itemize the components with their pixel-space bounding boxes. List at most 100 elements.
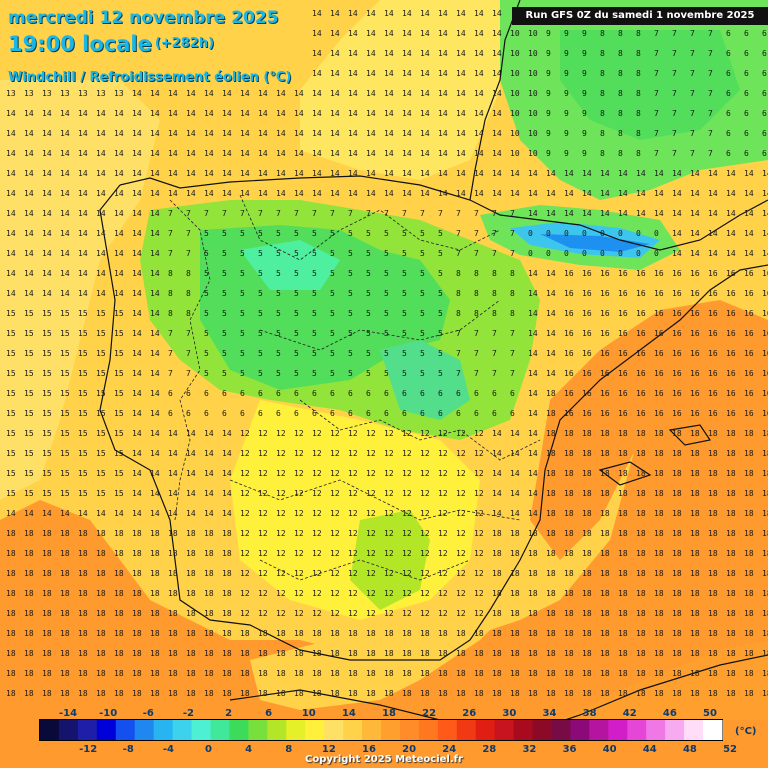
grid-value: 14 <box>42 269 52 278</box>
grid-value: 18 <box>582 429 592 438</box>
grid-value: 14 <box>366 109 376 118</box>
grid-value: 18 <box>726 669 736 678</box>
grid-value: 14 <box>78 289 88 298</box>
grid-value: 14 <box>366 69 376 78</box>
grid-value: 12 <box>384 489 394 498</box>
grid-value: 7 <box>492 369 497 378</box>
grid-value: 14 <box>78 249 88 258</box>
grid-value: 18 <box>654 689 664 698</box>
grid-value: 12 <box>258 569 268 578</box>
grid-value: 14 <box>150 209 160 218</box>
grid-value: 14 <box>276 129 286 138</box>
grid-value: 12 <box>420 609 430 618</box>
grid-value: 7 <box>654 89 659 98</box>
grid-value: 5 <box>366 309 371 318</box>
grid-value: 14 <box>276 169 286 178</box>
grid-value: 14 <box>474 129 484 138</box>
grid-value: 18 <box>582 509 592 518</box>
grid-value: 16 <box>654 389 664 398</box>
grid-value: 18 <box>672 569 682 578</box>
grid-value: 12 <box>276 429 286 438</box>
grid-value: 14 <box>132 269 142 278</box>
grid-value: 5 <box>420 229 425 238</box>
grid-value: 16 <box>690 389 700 398</box>
grid-value: 18 <box>60 609 70 618</box>
grid-value: 14 <box>672 169 682 178</box>
grid-value: 0 <box>564 249 569 258</box>
grid-value: 6 <box>312 409 317 418</box>
grid-value: 16 <box>654 269 664 278</box>
grid-value: 18 <box>690 549 700 558</box>
grid-value: 5 <box>222 329 227 338</box>
grid-value: 18 <box>294 649 304 658</box>
grid-value: 14 <box>438 9 448 18</box>
grid-value: 6 <box>456 389 461 398</box>
grid-value: 18 <box>690 469 700 478</box>
grid-value: 14 <box>438 29 448 38</box>
grid-value: 14 <box>348 89 358 98</box>
grid-value: 18 <box>204 589 214 598</box>
grid-value: 18 <box>672 649 682 658</box>
grid-value: 18 <box>708 589 718 598</box>
grid-value: 14 <box>420 189 430 198</box>
grid-value: 14 <box>528 489 538 498</box>
grid-value: 12 <box>474 429 484 438</box>
grid-value: 12 <box>420 489 430 498</box>
grid-value: 14 <box>384 189 394 198</box>
grid-value: 18 <box>726 589 736 598</box>
grid-value: 6 <box>744 29 749 38</box>
grid-value: 18 <box>726 449 736 458</box>
grid-value: 18 <box>528 669 538 678</box>
grid-value: 12 <box>456 509 466 518</box>
grid-value: 5 <box>204 309 209 318</box>
grid-value: 16 <box>600 289 610 298</box>
grid-value: 15 <box>42 309 52 318</box>
grid-value: 18 <box>654 469 664 478</box>
grid-value: 18 <box>672 489 682 498</box>
grid-value: 9 <box>582 129 587 138</box>
grid-value: 14 <box>132 149 142 158</box>
grid-value: 14 <box>726 249 736 258</box>
grid-value: 7 <box>186 329 191 338</box>
grid-value: 6 <box>726 49 731 58</box>
grid-value: 14 <box>582 209 592 218</box>
grid-value: 14 <box>150 449 160 458</box>
grid-value: 18 <box>438 669 448 678</box>
grid-value: 18 <box>222 689 232 698</box>
grid-value: 14 <box>564 189 574 198</box>
grid-value: 14 <box>114 109 124 118</box>
grid-value: 5 <box>204 269 209 278</box>
grid-value: 5 <box>420 329 425 338</box>
grid-value: 18 <box>132 589 142 598</box>
grid-value: 8 <box>474 269 479 278</box>
grid-value: 13 <box>6 89 16 98</box>
grid-value: 16 <box>762 409 768 418</box>
grid-value: 14 <box>150 349 160 358</box>
grid-value: 14 <box>708 189 718 198</box>
grid-value: 14 <box>672 189 682 198</box>
grid-value: 18 <box>762 449 768 458</box>
grid-value: 14 <box>258 169 268 178</box>
grid-value: 13 <box>24 89 34 98</box>
grid-value: 18 <box>672 609 682 618</box>
grid-value: 10 <box>510 69 520 78</box>
grid-value: 12 <box>330 549 340 558</box>
grid-value: 18 <box>60 649 70 658</box>
grid-value: 16 <box>618 409 628 418</box>
grid-value: 5 <box>402 249 407 258</box>
grid-value: 7 <box>222 209 227 218</box>
grid-value: 18 <box>204 629 214 638</box>
grid-value: 15 <box>114 309 124 318</box>
coastline-iberia <box>99 0 768 661</box>
grid-value: 12 <box>276 609 286 618</box>
grid-value: 8 <box>618 109 623 118</box>
grid-value: 18 <box>168 589 178 598</box>
grid-value: 14 <box>420 89 430 98</box>
grid-value: 14 <box>150 289 160 298</box>
forecast-lead: (+282h) <box>154 36 215 51</box>
grid-value: 6 <box>168 409 173 418</box>
grid-value: 12 <box>258 509 268 518</box>
grid-value: 8 <box>636 69 641 78</box>
grid-value: 5 <box>204 289 209 298</box>
grid-value: 18 <box>456 629 466 638</box>
